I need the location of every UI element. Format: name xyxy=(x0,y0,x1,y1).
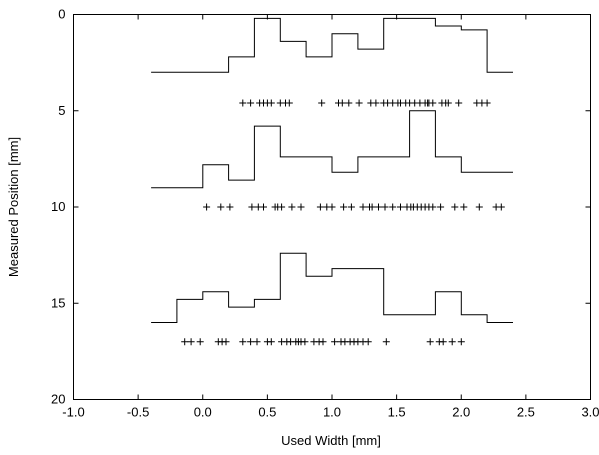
x-tick-label: -1.0 xyxy=(62,405,84,420)
plus-marker xyxy=(239,99,247,107)
y-tick-label: 0 xyxy=(58,7,65,22)
plus-marker xyxy=(460,203,468,211)
plus-marker xyxy=(318,99,326,107)
plus-marker xyxy=(375,203,382,211)
x-tick-label: 0.0 xyxy=(194,405,212,420)
plus-marker xyxy=(331,338,339,346)
plus-marker xyxy=(364,338,372,346)
plus-marker xyxy=(429,203,437,211)
plus-marker xyxy=(439,338,447,346)
step-profile-1 xyxy=(151,17,513,73)
plus-marker xyxy=(328,203,336,211)
plus-marker xyxy=(278,203,286,211)
x-tick-label: 2.5 xyxy=(517,405,535,420)
plus-marker xyxy=(340,203,348,211)
plus-marker xyxy=(444,99,452,107)
plus-marker xyxy=(260,203,267,211)
x-tick-label: 2.0 xyxy=(452,405,470,420)
y-axis-ticks: 0 5 10 15 20 xyxy=(51,7,591,407)
plus-marker xyxy=(437,203,445,211)
plus-marker xyxy=(389,203,397,211)
plus-marker xyxy=(382,338,390,346)
plus-marker xyxy=(497,203,505,211)
plus-marker xyxy=(226,203,234,211)
plus-marker xyxy=(217,203,225,211)
plus-marker xyxy=(239,338,247,346)
plus-marker xyxy=(355,99,363,107)
y-tick-label: 15 xyxy=(51,295,65,310)
plus-marker xyxy=(455,99,463,107)
plus-marker xyxy=(203,203,211,211)
plus-marker xyxy=(397,203,404,211)
x-axis-ticks: -1.0 -0.5 0.0 0.5 1.0 1.5 2.0 2.5 3.0 xyxy=(62,14,599,420)
plus-marker xyxy=(359,203,367,211)
plus-marker xyxy=(457,338,465,346)
plus-marker xyxy=(196,338,204,346)
x-tick-label: 0.5 xyxy=(258,405,276,420)
plus-marker xyxy=(297,203,305,211)
step-profile-2 xyxy=(151,110,513,189)
plus-marker xyxy=(345,99,353,107)
plus-marker xyxy=(301,338,309,346)
plus-marker xyxy=(483,99,491,107)
marker-row-2 xyxy=(203,203,505,211)
plus-marker xyxy=(475,203,483,211)
plus-marker xyxy=(319,338,327,346)
plus-marker xyxy=(368,203,376,211)
marker-row-3 xyxy=(181,338,465,346)
plus-marker xyxy=(372,99,380,107)
x-tick-label: 1.5 xyxy=(388,405,406,420)
plus-marker xyxy=(429,99,437,107)
plus-marker xyxy=(285,99,293,107)
x-tick-label: 1.0 xyxy=(323,405,341,420)
y-axis-label: Measured Position [mm] xyxy=(6,137,21,277)
plus-marker xyxy=(253,338,261,346)
plus-marker xyxy=(247,338,255,346)
series-layer xyxy=(151,17,513,346)
plus-marker xyxy=(247,99,255,107)
plus-marker xyxy=(288,203,296,211)
plus-marker xyxy=(338,99,346,107)
plus-marker xyxy=(381,203,389,211)
plus-marker xyxy=(267,99,275,107)
plus-marker xyxy=(181,338,189,346)
x-axis-label: Used Width [mm] xyxy=(281,433,381,448)
y-tick-label: 10 xyxy=(51,199,65,214)
y-tick-label: 5 xyxy=(58,103,65,118)
marker-row-1 xyxy=(239,99,491,107)
plus-marker xyxy=(222,338,230,346)
plus-marker xyxy=(316,203,324,211)
x-tick-label: -0.5 xyxy=(127,405,149,420)
y-tick-label: 20 xyxy=(51,392,65,407)
plus-marker xyxy=(187,338,195,346)
plus-marker xyxy=(448,338,456,346)
plus-marker xyxy=(267,338,275,346)
step-profile-3 xyxy=(151,252,513,323)
plus-marker xyxy=(248,203,256,211)
plus-marker xyxy=(347,203,355,211)
plus-marker xyxy=(426,338,434,346)
x-tick-label: 3.0 xyxy=(581,405,599,420)
plus-marker xyxy=(451,203,459,211)
